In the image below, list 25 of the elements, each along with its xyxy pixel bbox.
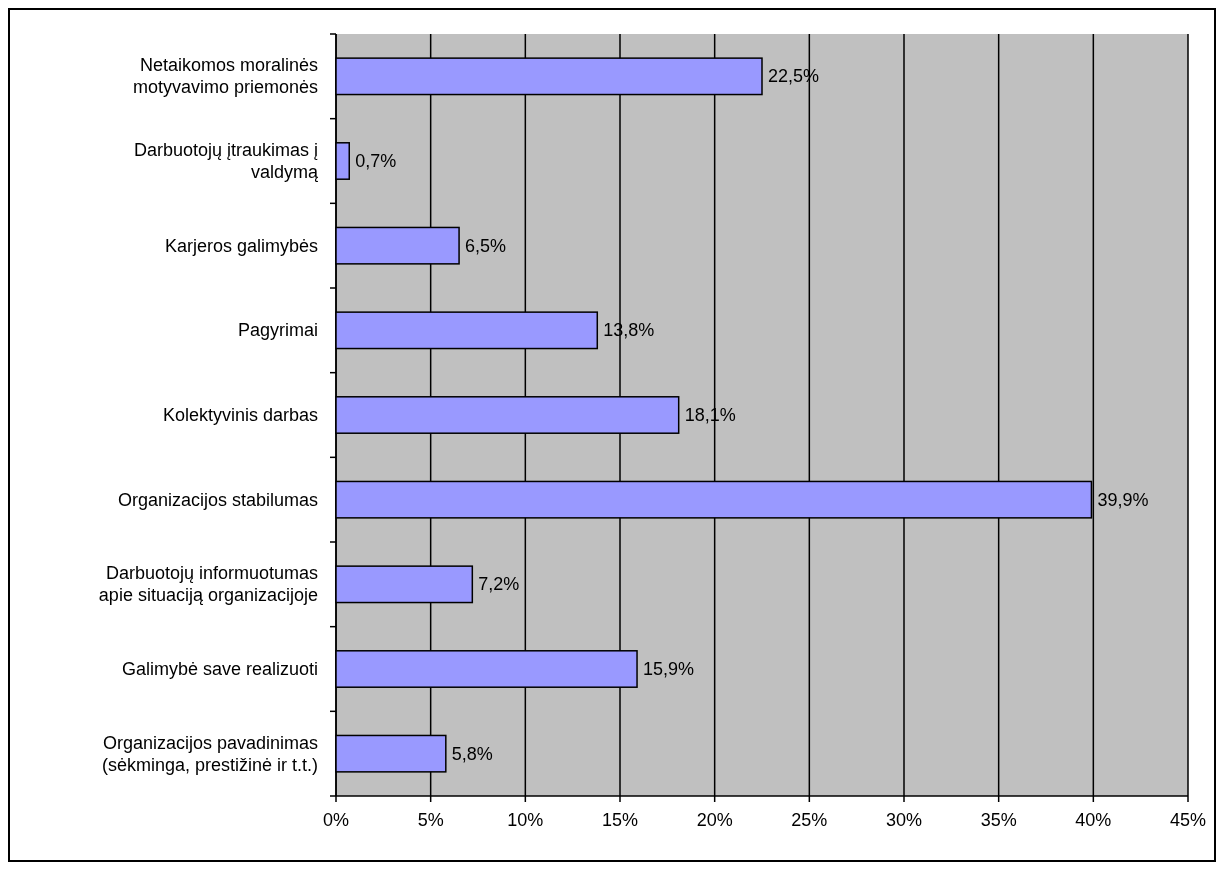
- y-tick-label: Pagyrimai: [237, 320, 318, 341]
- x-tick-label: 45%: [1169, 810, 1207, 830]
- y-tick-label: Darbuotojų informuotumas apie situaciją organizacijoje: [98, 563, 318, 606]
- data-label: 39,9%: [1097, 489, 1149, 510]
- y-tick-label: Organizacijos pavadinimas (sėkminga, prestižinė ir t.t.): [101, 732, 318, 775]
- data-label: 7,2%: [478, 574, 520, 595]
- data-label: 15,9%: [643, 659, 695, 679]
- y-tick-label: Darbuotojų įtraukimas į valdymą: [133, 140, 319, 182]
- x-tick-label: 30%: [885, 810, 923, 830]
- y-tick-label: Karjeros galimybės: [164, 235, 318, 256]
- x-tick-label: 15%: [601, 810, 639, 830]
- y-tick-label: Organizacijos stabilumas: [117, 489, 318, 510]
- x-tick-label: 5%: [417, 810, 444, 830]
- data-label: 6,5%: [465, 235, 507, 256]
- data-label: 0,7%: [355, 151, 397, 171]
- y-tick-label: Kolektyvinis darbas: [162, 405, 318, 425]
- x-tick-label: 25%: [791, 810, 828, 830]
- x-tick-label: 10%: [507, 810, 544, 830]
- x-tick-label: 35%: [980, 810, 1017, 830]
- y-tick-label: Netaikomos moralinės motyvavimo priemonės: [132, 55, 318, 98]
- x-tick-label: 40%: [1075, 810, 1112, 830]
- x-tick-label: 0%: [322, 810, 350, 830]
- data-label: 5,8%: [451, 743, 493, 764]
- x-tick-label: 20%: [696, 810, 733, 830]
- y-tick-label: Galimybė save realizuoti: [121, 659, 318, 679]
